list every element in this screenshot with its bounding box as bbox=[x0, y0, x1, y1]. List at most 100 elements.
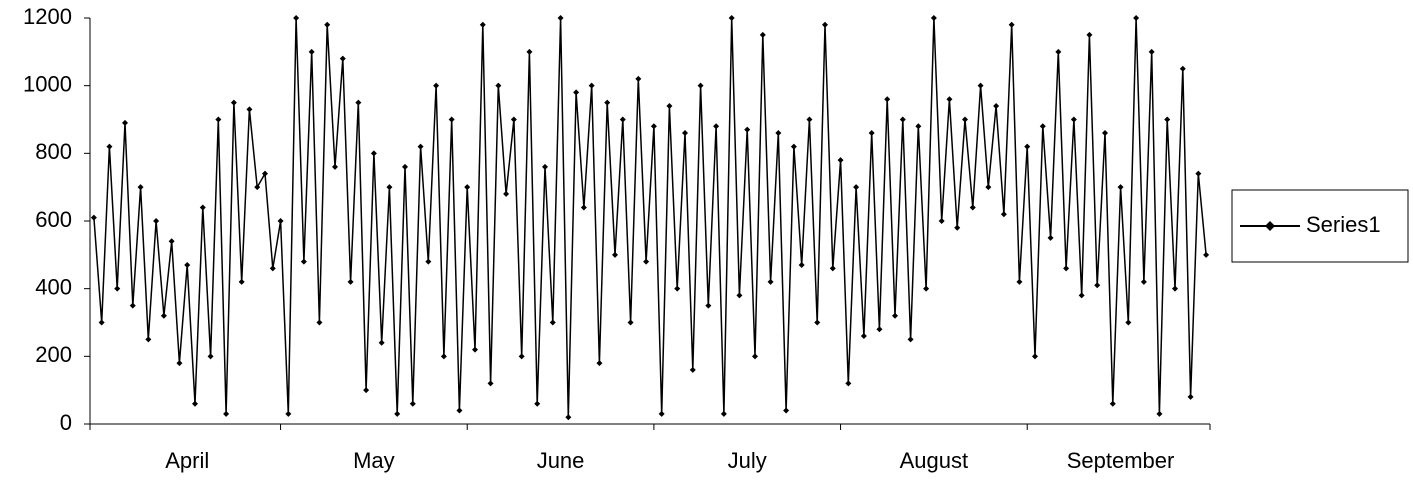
point-marker bbox=[347, 278, 354, 285]
point-marker bbox=[145, 336, 152, 343]
y-tick-label: 1000 bbox=[23, 71, 72, 96]
point-marker bbox=[394, 410, 401, 417]
point-marker bbox=[588, 82, 595, 89]
point-marker bbox=[580, 204, 587, 211]
legend-label: Series1 bbox=[1306, 212, 1381, 237]
point-marker bbox=[619, 116, 626, 123]
point-marker bbox=[386, 184, 393, 191]
point-marker bbox=[549, 319, 556, 326]
point-marker bbox=[1094, 282, 1101, 289]
point-marker bbox=[370, 150, 377, 157]
point-marker bbox=[1063, 265, 1070, 272]
point-marker bbox=[90, 214, 97, 221]
x-tick-label: September bbox=[1067, 448, 1175, 473]
point-marker bbox=[1179, 65, 1186, 72]
x-tick-label: April bbox=[165, 448, 209, 473]
point-marker bbox=[1039, 123, 1046, 130]
point-marker bbox=[122, 119, 128, 126]
point-marker bbox=[977, 82, 984, 89]
point-marker bbox=[534, 400, 541, 407]
point-marker bbox=[1172, 285, 1178, 292]
point-marker bbox=[1024, 143, 1031, 150]
point-marker bbox=[526, 48, 533, 55]
point-marker bbox=[440, 353, 447, 360]
point-marker bbox=[713, 123, 720, 130]
point-marker bbox=[223, 410, 230, 417]
point-marker bbox=[736, 292, 743, 299]
point-marker bbox=[293, 15, 300, 21]
point-marker bbox=[1102, 130, 1108, 137]
point-marker bbox=[1156, 410, 1163, 417]
point-marker bbox=[985, 184, 992, 191]
point-marker bbox=[573, 89, 580, 96]
x-tick-label: August bbox=[900, 448, 969, 473]
x-tick-label: June bbox=[537, 448, 585, 473]
point-marker bbox=[503, 190, 510, 197]
point-marker bbox=[884, 96, 891, 103]
point-marker bbox=[1047, 234, 1054, 241]
point-marker bbox=[938, 218, 945, 224]
point-marker bbox=[378, 339, 385, 346]
point-marker bbox=[160, 312, 167, 319]
point-marker bbox=[425, 258, 432, 265]
x-tick-label: July bbox=[728, 448, 767, 473]
point-marker bbox=[837, 157, 844, 164]
point-marker bbox=[962, 116, 968, 123]
point-marker bbox=[907, 336, 914, 343]
point-marker bbox=[184, 261, 191, 268]
point-marker bbox=[674, 285, 681, 292]
point-marker bbox=[402, 163, 408, 170]
point-marker bbox=[176, 360, 183, 367]
plot-area bbox=[90, 18, 1210, 424]
point-marker bbox=[1187, 393, 1194, 400]
point-marker bbox=[993, 102, 1000, 109]
y-tick-label: 0 bbox=[60, 410, 72, 435]
point-marker bbox=[98, 319, 105, 326]
point-marker bbox=[518, 353, 525, 360]
point-marker bbox=[612, 251, 618, 258]
point-marker bbox=[596, 360, 603, 367]
point-marker bbox=[868, 130, 875, 137]
point-marker bbox=[627, 319, 634, 326]
point-marker bbox=[728, 15, 735, 21]
point-marker bbox=[332, 163, 338, 170]
point-marker bbox=[814, 319, 821, 326]
point-marker bbox=[1203, 251, 1210, 258]
x-tick-label: May bbox=[353, 448, 395, 473]
point-marker bbox=[324, 21, 331, 28]
point-marker bbox=[542, 163, 548, 170]
point-marker bbox=[946, 96, 953, 103]
point-marker bbox=[246, 106, 253, 113]
point-marker bbox=[1117, 184, 1124, 191]
point-marker bbox=[767, 278, 774, 285]
point-marker bbox=[1016, 278, 1023, 285]
point-marker bbox=[783, 407, 790, 414]
y-tick-label: 600 bbox=[35, 207, 72, 232]
point-marker bbox=[456, 407, 463, 414]
point-marker bbox=[915, 123, 922, 130]
point-marker bbox=[635, 75, 642, 82]
point-marker bbox=[658, 410, 665, 417]
point-marker bbox=[230, 99, 237, 106]
point-marker bbox=[720, 410, 727, 417]
point-marker bbox=[479, 21, 486, 28]
point-marker bbox=[1055, 48, 1062, 55]
point-marker bbox=[557, 15, 564, 21]
point-marker bbox=[798, 261, 805, 268]
point-marker bbox=[806, 116, 813, 123]
point-marker bbox=[876, 326, 883, 333]
point-marker bbox=[829, 265, 836, 272]
point-marker bbox=[1000, 211, 1007, 218]
point-marker bbox=[285, 410, 292, 417]
point-marker bbox=[199, 204, 206, 211]
point-marker bbox=[899, 116, 906, 123]
point-marker bbox=[472, 346, 478, 353]
point-marker bbox=[277, 218, 284, 224]
point-marker bbox=[448, 116, 455, 123]
point-marker bbox=[822, 21, 828, 28]
point-marker bbox=[892, 312, 898, 319]
point-marker bbox=[433, 82, 440, 89]
point-marker bbox=[954, 224, 961, 231]
point-marker bbox=[1070, 116, 1077, 123]
